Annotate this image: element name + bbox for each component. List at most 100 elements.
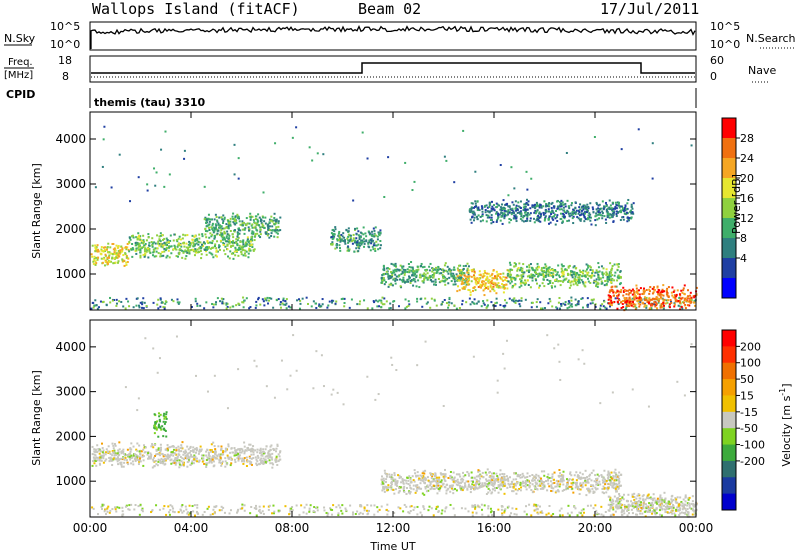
- data-cell: [355, 233, 358, 236]
- data-cell: [232, 252, 235, 255]
- data-cell: [189, 243, 192, 246]
- data-cell: [416, 265, 419, 268]
- data-cell: [185, 250, 188, 253]
- data-cell: [615, 285, 618, 288]
- data-cell: [503, 283, 506, 286]
- data-cell: [132, 445, 135, 448]
- data-cell: [190, 305, 193, 308]
- data-cell: [226, 243, 229, 246]
- data-cell: [482, 289, 485, 292]
- data-cell: [510, 278, 513, 281]
- data-cell: [143, 250, 146, 253]
- data-cell: [535, 473, 538, 476]
- data-cell: [552, 218, 555, 221]
- data-cell: [571, 483, 574, 486]
- data-cell: [678, 293, 681, 296]
- data-cell: [550, 514, 553, 517]
- data-cell: [111, 442, 114, 445]
- data-cell: [385, 508, 388, 511]
- data-cell: [493, 289, 496, 292]
- data-cell: [323, 509, 326, 512]
- data-cell: [681, 307, 684, 310]
- data-cell: [349, 236, 352, 239]
- data-cell: [421, 492, 424, 495]
- data-cell: [485, 278, 488, 281]
- data-cell: [180, 446, 183, 449]
- data-cell: [449, 503, 452, 506]
- data-cell: [608, 216, 611, 219]
- data-cell: [220, 445, 223, 448]
- data-cell: [295, 126, 298, 129]
- data-cell: [629, 211, 632, 214]
- data-cell: [258, 449, 261, 452]
- data-cell: [656, 307, 659, 310]
- data-cell: [146, 183, 149, 186]
- data-cell: [587, 271, 590, 274]
- data-cell: [577, 209, 580, 212]
- data-cell: [139, 503, 142, 506]
- data-cell: [584, 469, 587, 472]
- data-cell: [316, 506, 319, 509]
- data-cell: [489, 218, 492, 221]
- data-cell: [538, 480, 541, 483]
- data-cell: [255, 228, 258, 231]
- data-cell: [566, 199, 569, 202]
- data-cell: [277, 460, 280, 463]
- data-cell: [211, 513, 214, 516]
- data-cell: [458, 307, 461, 310]
- data-cell: [508, 205, 511, 208]
- data-cell: [574, 298, 577, 301]
- data-cell: [558, 204, 561, 207]
- data-cell: [455, 273, 458, 276]
- data-cell: [574, 275, 577, 278]
- data-cell: [442, 280, 445, 283]
- data-cell: [524, 476, 527, 479]
- data-cell: [526, 188, 529, 191]
- data-cell: [539, 215, 542, 218]
- data-cell: [649, 286, 652, 289]
- data-cell: [260, 461, 263, 464]
- data-cell: [112, 457, 115, 460]
- data-cell: [631, 207, 634, 210]
- data-cell: [603, 469, 606, 472]
- data-cell: [97, 256, 100, 259]
- data-cell: [381, 279, 384, 282]
- data-cell: [130, 503, 133, 506]
- data-cell: [130, 442, 133, 445]
- data-cell: [573, 505, 576, 508]
- data-cell: [452, 268, 455, 271]
- data-cell: [627, 198, 630, 201]
- data-cell: [542, 213, 545, 216]
- data-cell: [508, 221, 511, 224]
- data-cell: [256, 221, 259, 224]
- data-cell: [338, 230, 341, 233]
- data-cell: [460, 283, 463, 286]
- data-cell: [469, 293, 472, 296]
- data-cell: [598, 212, 601, 215]
- data-cell: [433, 283, 436, 286]
- data-cell: [473, 270, 476, 273]
- data-cell: [684, 307, 687, 310]
- data-cell: [161, 243, 164, 246]
- data-cell: [322, 153, 325, 156]
- data-cell: [341, 297, 344, 300]
- data-cell: [194, 239, 197, 242]
- data-cell: [103, 510, 106, 513]
- data-cell: [492, 277, 495, 280]
- data-cell: [517, 267, 520, 270]
- data-cell: [662, 294, 665, 297]
- data-cell: [300, 504, 303, 507]
- data-cell: [211, 227, 214, 230]
- data-cell: [591, 302, 594, 305]
- data-cell: [629, 291, 632, 294]
- data-cell: [427, 509, 430, 512]
- data-cell: [618, 206, 621, 209]
- data-cell: [547, 218, 550, 221]
- data-cell: [106, 261, 109, 264]
- data-cell: [163, 185, 166, 188]
- data-cell: [224, 460, 227, 463]
- data-cell: [523, 282, 526, 285]
- data-cell: [99, 463, 102, 466]
- data-cell: [232, 212, 235, 215]
- data-cell: [567, 273, 570, 276]
